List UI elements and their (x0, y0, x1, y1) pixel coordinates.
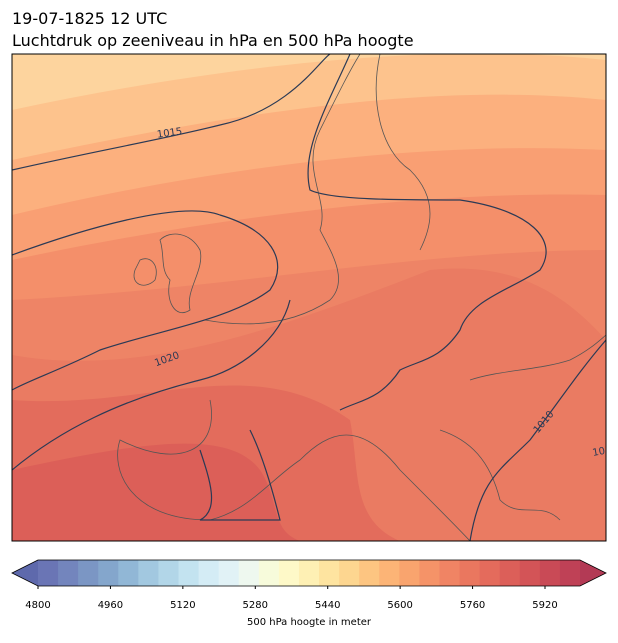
colorbar-segment (519, 560, 541, 586)
colorbar-segment (559, 560, 581, 586)
colorbar-segment (198, 560, 220, 586)
colorbar-segment (479, 560, 501, 586)
colorbar-segment (459, 560, 481, 586)
colorbar-segment (258, 560, 280, 586)
colorbar-segment (359, 560, 380, 586)
map: 1015 1020 1010 101 (12, 54, 613, 541)
colorbar-tick-label: 5600 (387, 600, 412, 611)
subtitle: Luchtdruk op zeeniveau in hPa en 500 hPa… (12, 31, 414, 50)
colorbar-segment (238, 560, 260, 586)
colorbar-segment (78, 560, 99, 586)
colorbar-extend-high (580, 560, 606, 586)
colorbar-segment (439, 560, 461, 586)
colorbar-segment (118, 560, 139, 586)
colorbar-extend-low (12, 560, 38, 586)
contour-label: 1015 (156, 126, 183, 140)
title: 19-07-1825 12 UTC (12, 9, 167, 28)
colorbar-tick-label: 4960 (98, 600, 123, 611)
colorbar-segment (319, 560, 340, 586)
colorbar-tick-label: 4800 (25, 600, 50, 611)
colorbar-segment (218, 560, 240, 586)
colorbar-segment (38, 560, 59, 586)
colorbar-segment (379, 560, 400, 586)
colorbar-segment (158, 560, 180, 586)
contour-label: 101 (592, 445, 613, 459)
colorbar-segment (58, 560, 79, 586)
colorbar: 4800 4960 5120 5280 5440 5600 5760 5920 (11, 559, 607, 611)
colorbar-segment (399, 560, 420, 586)
colorbar-tick-label: 5440 (315, 600, 340, 611)
colorbar-segment (499, 560, 521, 586)
colorbar-segment (419, 560, 440, 586)
colorbar-segment (178, 560, 200, 586)
map-frame (11, 53, 607, 542)
colorbar-segment (278, 560, 300, 586)
colorbar-segment (339, 560, 360, 586)
colorbar-frame (11, 559, 607, 587)
colorbar-segment (298, 560, 320, 586)
colorbar-tick-label: 5760 (460, 600, 485, 611)
colorbar-tick-label: 5920 (532, 600, 557, 611)
colorbar-tick-label: 5280 (243, 600, 268, 611)
colorbar-segment (98, 560, 119, 586)
colorbar-segment (138, 560, 159, 586)
colorbar-segment (539, 560, 561, 586)
colorbar-label: 500 hPa hoogte in meter (247, 617, 372, 628)
colorbar-tick-label: 5120 (170, 600, 195, 611)
